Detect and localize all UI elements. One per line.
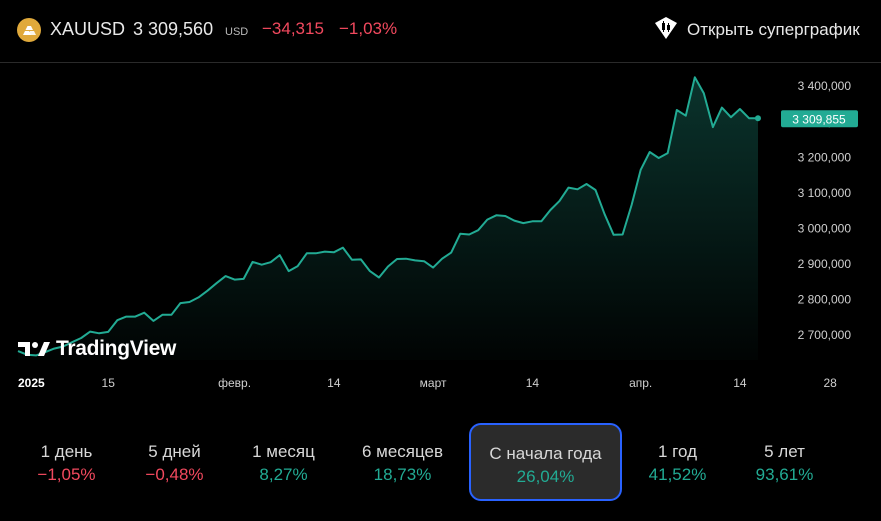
- y-tick-label: 2 900,000: [798, 257, 852, 271]
- period-label: С начала года: [489, 444, 602, 463]
- y-tick-label: 3 400,000: [798, 79, 852, 93]
- period-label: 1 месяц: [252, 442, 315, 461]
- price-change-percent: −1,03%: [339, 19, 398, 38]
- x-tick-label: 14: [327, 376, 341, 390]
- x-tick-label: март: [420, 376, 447, 390]
- x-tick-label: 28: [823, 376, 837, 390]
- price-line: [17, 76, 759, 357]
- symbol-name[interactable]: XAUUSD: [50, 19, 126, 39]
- period-label: 5 лет: [764, 442, 805, 461]
- period-value: 41,52%: [648, 465, 707, 484]
- current-price: 3 309,560: [133, 19, 214, 39]
- period-1d[interactable]: 1 день −1,05%: [0, 423, 133, 501]
- period-label: 1 год: [657, 442, 697, 461]
- x-tick-label: 14: [526, 376, 540, 390]
- price-area-fill: [18, 77, 758, 361]
- period-1y[interactable]: 1 год 41,52%: [611, 423, 744, 501]
- period-5y[interactable]: 5 лет 93,61%: [718, 423, 851, 501]
- price-chart-svg: 2 700,000 2 800,000 2 900,000 3 000,000 3 10…: [17, 76, 858, 390]
- tradingview-logo-icon: [18, 342, 50, 356]
- last-price-dot: [754, 115, 761, 122]
- tradingview-logo: TradingView: [18, 337, 176, 361]
- price-chart[interactable]: 2 700,000 2 800,000 2 900,000 3 000,000 3 10…: [0, 62, 881, 402]
- y-tick-label: 3 100,000: [798, 186, 852, 200]
- x-tick-label: февр.: [218, 376, 251, 390]
- period-5d[interactable]: 5 дней −0,48%: [108, 423, 241, 501]
- period-value: −0,48%: [145, 465, 204, 484]
- tradingview-brand: TradingView: [56, 337, 177, 360]
- gold-bars-icon: [17, 18, 41, 42]
- last-price-tag: [781, 110, 858, 128]
- y-tick-label: 2 800,000: [798, 293, 852, 307]
- period-value: 18,73%: [373, 465, 432, 484]
- period-6m[interactable]: 6 месяцев 18,73%: [336, 423, 469, 501]
- last-price-label: 3 309,855: [792, 112, 846, 126]
- currency-label: USD: [225, 26, 249, 38]
- y-tick-label: 3 000,000: [798, 221, 852, 235]
- period-ytd[interactable]: С начала года 26,04%: [469, 423, 622, 501]
- candlestick-chart-icon: [653, 15, 679, 46]
- open-supergraph-button[interactable]: Открыть суперграфик: [653, 16, 860, 44]
- x-tick-label: 2025: [18, 376, 45, 390]
- period-label: 1 день: [40, 442, 93, 461]
- price-change: −34,315: [262, 19, 324, 38]
- period-label: 5 дней: [148, 442, 201, 461]
- x-tick-label: 15: [102, 376, 116, 390]
- open-supergraph-label: Открыть суперграфик: [687, 20, 860, 39]
- header-bar: XAUUSD 3 309,560 USD −34,315 −1,03% Откр…: [0, 0, 881, 63]
- period-value: 93,61%: [755, 465, 814, 484]
- x-tick-label: апр.: [629, 376, 652, 390]
- y-tick-label: 3 200,000: [798, 150, 852, 164]
- y-tick-label: 2 700,000: [798, 328, 852, 342]
- period-value: 26,04%: [516, 467, 575, 486]
- period-value: −1,05%: [37, 465, 96, 484]
- x-tick-label: 14: [733, 376, 747, 390]
- period-selector: 1 день −1,05% 5 дней −0,48% 1 месяц 8,27…: [0, 423, 881, 501]
- period-label: 6 месяцев: [361, 442, 444, 461]
- period-value: 8,27%: [259, 465, 308, 484]
- period-1m[interactable]: 1 месяц 8,27%: [217, 423, 350, 501]
